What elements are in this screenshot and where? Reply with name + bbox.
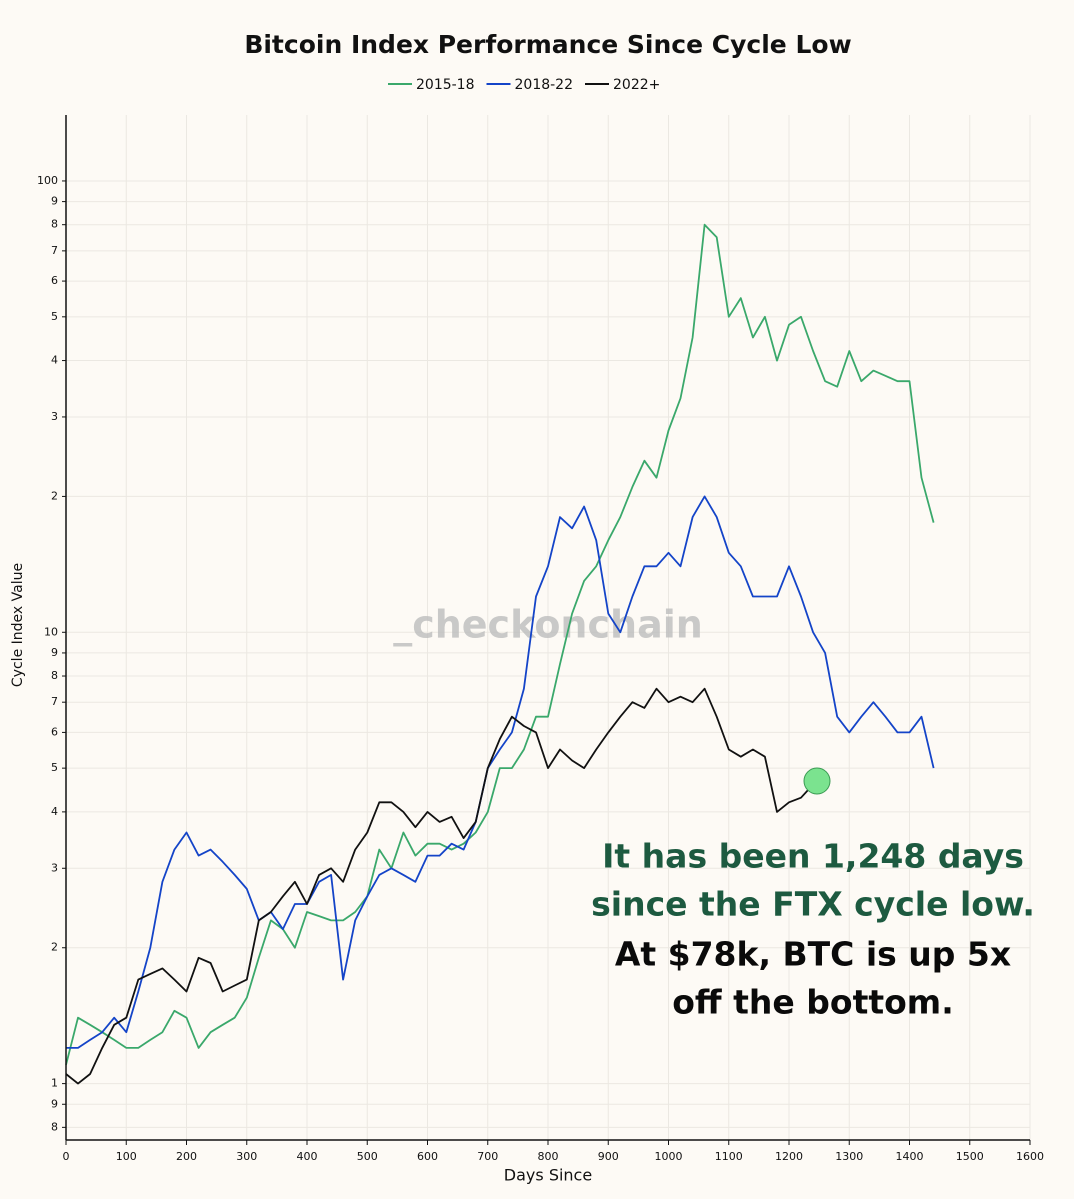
x-tick-label: 400 [297,1150,318,1163]
y-tick-label: 4 [51,354,58,367]
x-tick-label: 300 [236,1150,257,1163]
y-tick-label: 5 [51,761,58,774]
x-axis-label: Days Since [504,1166,592,1185]
y-axis-label: Cycle Index Value [10,563,26,687]
x-tick-label: 1500 [956,1150,984,1163]
lines [65,223,935,1085]
x-tick-label: 1100 [715,1150,743,1163]
chart-title: Bitcoin Index Performance Since Cycle Lo… [244,30,851,59]
watermark: _checkonchain [393,603,703,647]
y-tick-label: 8 [51,218,58,231]
y-tick-label: 7 [51,695,58,708]
x-tick-label: 100 [116,1150,137,1163]
y-tick-label: 2 [51,489,58,502]
y-tick-label: 7 [51,244,58,257]
x-tick-label: 500 [357,1150,378,1163]
legend-label: 2022+ [613,77,660,93]
y-tick-label: 6 [51,725,58,738]
y-tick-label: 9 [51,646,58,659]
x-tick-label: 1300 [835,1150,863,1163]
highlight-marker [803,767,831,795]
y-tick-label: 6 [51,274,58,287]
x-tick-label: 1600 [1016,1150,1044,1163]
y-tick-label: 1 [51,1077,58,1090]
y-tick-label: 8 [51,669,58,682]
x-tick-label: 200 [176,1150,197,1163]
y-tick-label: 10 [44,625,58,638]
y-tick-label: 9 [51,1097,58,1110]
legend: 2015-18 2018-22 2022+ [388,77,660,93]
y-tick-label: 3 [51,861,58,874]
series-line [65,223,935,1066]
annotation: off the bottom. [672,983,953,1022]
legend-label: 2015-18 [416,77,475,93]
annotation: At $78k, BTC is up 5x [615,935,1011,974]
x-tick-label: 800 [538,1150,559,1163]
x-tick-label: 900 [598,1150,619,1163]
y-tick-label: 5 [51,310,58,323]
x-tick-label: 1000 [655,1150,683,1163]
y-tick-label: 100 [37,174,58,187]
x-tick-label: 700 [477,1150,498,1163]
y-tick-label: 2 [51,941,58,954]
y-tick-label: 9 [51,195,58,208]
x-tick-label: 600 [417,1150,438,1163]
y-tick-label: 3 [51,410,58,423]
x-tick-label: 0 [63,1150,70,1163]
y-tick-label: 8 [51,1120,58,1133]
legend-label: 2018-22 [515,77,574,93]
x-tick-label: 1200 [775,1150,803,1163]
x-tick-label: 1400 [896,1150,924,1163]
annotation: since the FTX cycle low. [591,885,1035,924]
y-tick-label: 4 [51,805,58,818]
annotation: It has been 1,248 days [602,837,1024,876]
series-line [65,687,814,1085]
series-line [66,495,935,1049]
